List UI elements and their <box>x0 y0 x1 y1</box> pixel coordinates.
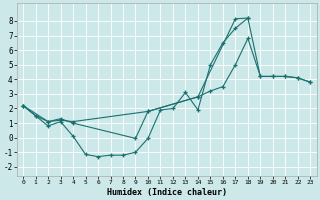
X-axis label: Humidex (Indice chaleur): Humidex (Indice chaleur) <box>107 188 227 197</box>
